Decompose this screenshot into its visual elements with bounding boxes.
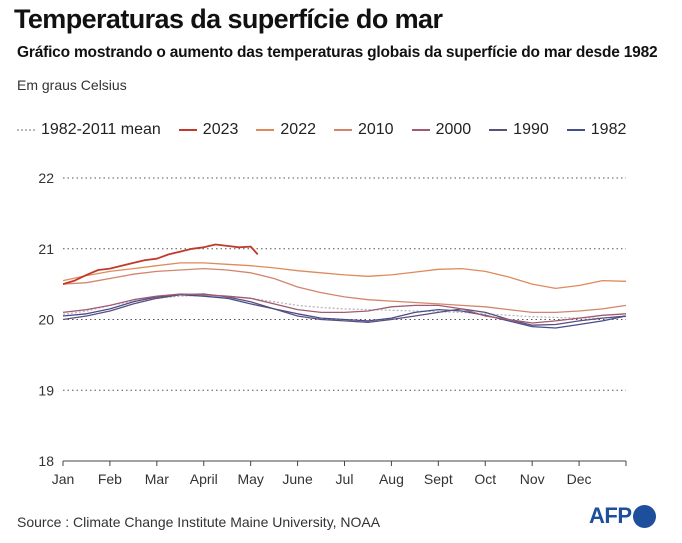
y-axis: 18 19 20 21 22 (38, 170, 54, 469)
legend-item: 1990 (489, 121, 549, 139)
x-tick-label: Feb (98, 471, 122, 487)
unit-label: Em graus Celsius (17, 77, 127, 93)
legend-item: 2022 (256, 121, 316, 139)
series-lines (62, 243, 627, 329)
y-tick-label: 18 (38, 453, 54, 469)
legend-item: 2010 (333, 121, 394, 139)
x-tick-label: Sept (424, 471, 453, 487)
series-line-2023 (62, 243, 259, 285)
legend-swatch (489, 129, 508, 131)
y-tick-label: 20 (38, 312, 54, 328)
legend-label: 2022 (280, 121, 316, 138)
series-line-2010 (62, 267, 627, 314)
x-tick-label: June (282, 471, 313, 487)
x-tick-label: Jul (336, 471, 354, 487)
x-tick-label: Nov (520, 471, 545, 487)
legend-label: 1990 (513, 121, 549, 138)
legend-swatch (566, 129, 585, 131)
series-line-1990 (62, 293, 627, 326)
legend-label: 2023 (202, 121, 239, 138)
legend-swatch (333, 129, 352, 131)
series-line-2022 (62, 262, 627, 290)
x-axis: Jan Feb Mar April May June Jul Aug Sept Oct Nov Dec (52, 460, 627, 487)
line-chart: 18 19 20 21 22 Jan Feb Mar April May June Jul Aug Se… (38, 170, 627, 487)
legend: 1982-2011 mean 2023 2022 2010 2000 1990 1982 (17, 119, 626, 141)
legend-item: 2023 (178, 121, 239, 139)
legend-label: 1982-2011 mean (41, 121, 161, 138)
series-line-1982 (62, 294, 627, 329)
source-note: Source : Climate Change Institute Maine … (17, 514, 381, 530)
x-tick-label: Aug (379, 471, 404, 487)
legend-swatch (411, 129, 430, 131)
legend-swatch (178, 129, 197, 131)
x-tick-label: April (190, 471, 218, 487)
legend-swatch (17, 129, 35, 131)
legend-item: 1982-2011 mean (17, 121, 161, 139)
y-tick-label: 21 (38, 241, 54, 257)
afp-logo-dot (632, 504, 656, 528)
legend-label: 2010 (357, 121, 394, 138)
legend-label: 2000 (435, 121, 472, 138)
series-line-2000 (62, 293, 627, 324)
x-tick-label: Oct (474, 471, 496, 487)
x-tick-label: Jan (52, 471, 75, 487)
legend-label: 1982 (590, 121, 627, 138)
x-tick-label: Mar (145, 471, 169, 487)
legend-item: 1982 (566, 121, 627, 139)
chart-subtitle: Gráfico mostrando o aumento das temperat… (17, 44, 658, 61)
legend-swatch (256, 129, 275, 131)
chart-title: Temperaturas da superfície do mar (14, 4, 443, 34)
afp-logo: AFP (589, 503, 656, 529)
x-tick-label: May (237, 471, 263, 487)
afp-logo-text: AFP (589, 503, 632, 528)
x-tick-label: Dec (567, 471, 592, 487)
y-tick-label: 22 (38, 170, 54, 186)
y-tick-label: 19 (38, 382, 54, 398)
legend-item: 2000 (411, 121, 472, 139)
